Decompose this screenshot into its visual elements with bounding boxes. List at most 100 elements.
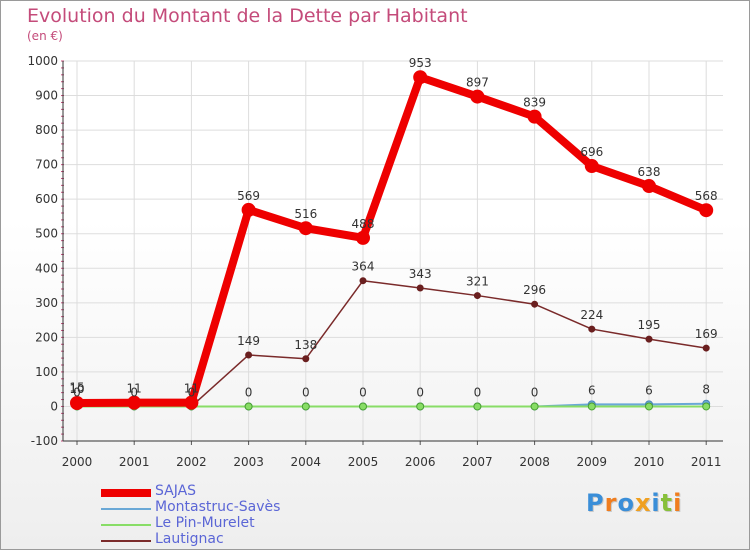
chart-subtitle: (en €) bbox=[27, 29, 63, 43]
data-point-sajas bbox=[470, 89, 485, 104]
data-label: 343 bbox=[409, 267, 432, 281]
data-point-sajas bbox=[413, 70, 428, 85]
x-tick-label: 2010 bbox=[634, 455, 665, 469]
data-point-le-pin-murelet bbox=[587, 402, 596, 411]
data-label: 11 bbox=[127, 382, 142, 396]
series-line-lautignac bbox=[76, 279, 707, 408]
data-point-lautignac bbox=[588, 325, 596, 333]
data-label: 10 bbox=[69, 382, 84, 396]
proxiti-logo: Proxiti bbox=[586, 489, 682, 517]
data-label: 0 bbox=[359, 385, 367, 399]
chart-title: Evolution du Montant de la Dette par Hab… bbox=[27, 5, 468, 27]
data-label: 0 bbox=[73, 385, 81, 399]
data-label: 953 bbox=[409, 56, 432, 70]
data-point-lautignac bbox=[245, 351, 253, 359]
data-point-le-pin-murelet bbox=[359, 402, 367, 411]
data-label: 11 bbox=[184, 382, 199, 396]
data-point-sajas bbox=[70, 396, 84, 410]
x-tick-label: 2003 bbox=[233, 455, 264, 469]
y-tick-label: 900 bbox=[35, 89, 58, 103]
data-point-sajas bbox=[584, 159, 599, 174]
legend-swatch-lautignac bbox=[101, 540, 151, 542]
data-point-le-pin-murelet bbox=[702, 402, 711, 411]
series-layer bbox=[70, 70, 714, 411]
y-tick-label: 700 bbox=[35, 158, 58, 172]
data-label: 321 bbox=[466, 275, 489, 289]
data-point-sajas bbox=[127, 395, 142, 410]
data-point-sajas bbox=[527, 109, 542, 124]
legend-label-lautignac: Lautignac bbox=[155, 531, 224, 547]
logo-letter: P bbox=[586, 489, 605, 517]
logo-letter: i bbox=[651, 489, 661, 517]
legend-label-le-pin-murelet: Le Pin-Murelet bbox=[155, 515, 255, 531]
y-tick-label: 600 bbox=[35, 192, 58, 206]
x-tick-label: 2007 bbox=[462, 455, 493, 469]
x-tick-label: 2009 bbox=[577, 455, 608, 469]
x-tick-label: 2008 bbox=[519, 455, 550, 469]
data-point-sajas bbox=[642, 179, 656, 194]
x-tick-label: 2006 bbox=[405, 455, 436, 469]
logo-letter: r bbox=[604, 489, 618, 517]
data-label: 6 bbox=[588, 383, 596, 397]
data-label: 0 bbox=[188, 385, 196, 399]
data-point-le-pin-murelet bbox=[301, 402, 310, 411]
x-tick-label: 2002 bbox=[176, 455, 207, 469]
data-label: 364 bbox=[352, 260, 375, 274]
data-label: 0 bbox=[474, 385, 482, 399]
data-label: 0 bbox=[130, 385, 138, 399]
logo-letter: o bbox=[617, 489, 635, 517]
data-point-le-pin-murelet bbox=[416, 402, 425, 411]
data-point-lautignac bbox=[702, 344, 710, 352]
data-point-sajas bbox=[356, 230, 370, 245]
data-label: 15 bbox=[69, 380, 84, 394]
data-point-lautignac bbox=[473, 292, 481, 300]
data-point-sajas bbox=[699, 203, 714, 218]
data-label: 638 bbox=[638, 165, 661, 179]
data-point-lautignac bbox=[359, 277, 367, 285]
data-label: 296 bbox=[523, 283, 546, 297]
data-point-le-pin-murelet bbox=[645, 402, 653, 411]
x-tick-label: 2005 bbox=[348, 455, 379, 469]
logo-letter: i bbox=[673, 489, 683, 517]
data-point-le-pin-murelet bbox=[244, 402, 253, 411]
data-point-sajas bbox=[298, 221, 313, 236]
y-tick-label: 200 bbox=[35, 330, 58, 344]
y-tick-label: 500 bbox=[35, 227, 58, 241]
legend-swatch-sajas bbox=[101, 489, 151, 497]
y-tick-label: 0 bbox=[50, 399, 58, 413]
y-tick-label: 800 bbox=[35, 123, 58, 137]
data-label: 0 bbox=[245, 385, 253, 399]
data-label: 568 bbox=[695, 189, 718, 203]
data-point-lautignac bbox=[531, 300, 539, 308]
data-point-sajas bbox=[184, 395, 199, 410]
data-point-lautignac bbox=[416, 284, 424, 292]
data-label: 195 bbox=[638, 318, 661, 332]
data-label: 516 bbox=[294, 207, 317, 221]
data-label: 488 bbox=[352, 217, 375, 231]
data-label: 224 bbox=[580, 308, 603, 322]
data-label: 839 bbox=[523, 96, 546, 110]
y-tick-label: 1000 bbox=[27, 54, 58, 68]
data-label: 138 bbox=[294, 338, 317, 352]
legend-swatch-le-pin-murelet bbox=[101, 524, 151, 526]
x-tick-label: 2004 bbox=[291, 455, 322, 469]
legend-label-montastruc-saves: Montastruc-Savès bbox=[155, 499, 281, 515]
data-label: 696 bbox=[580, 145, 603, 159]
x-tick-label: 2011 bbox=[691, 455, 722, 469]
data-label: 169 bbox=[695, 327, 718, 341]
y-tick-label: 400 bbox=[35, 261, 58, 275]
data-label: 0 bbox=[416, 385, 424, 399]
x-tick-label: 2001 bbox=[119, 455, 150, 469]
data-label: 0 bbox=[302, 385, 310, 399]
axes: -100010020030040050060070080090010002000… bbox=[27, 54, 723, 469]
series-line-sajas bbox=[76, 73, 708, 407]
data-point-sajas bbox=[241, 202, 256, 217]
legend-label-sajas: SAJAS bbox=[155, 483, 197, 499]
y-tick-label: 300 bbox=[35, 296, 58, 310]
data-point-le-pin-murelet bbox=[473, 402, 482, 411]
data-label: 6 bbox=[645, 383, 653, 397]
logo-letter: x bbox=[634, 489, 652, 517]
data-label: 149 bbox=[237, 334, 260, 348]
